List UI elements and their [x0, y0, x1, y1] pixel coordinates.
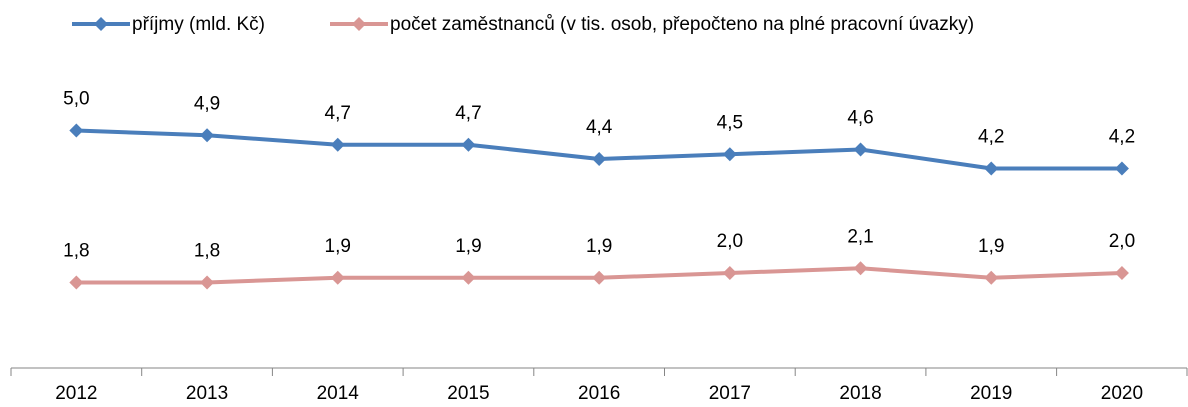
marker [853, 142, 868, 157]
data-label: 1,9 [455, 236, 481, 257]
marker [722, 266, 737, 280]
marker [722, 147, 737, 162]
marker [200, 275, 215, 290]
x-tick-label: 2013 [186, 383, 228, 404]
legend-label: příjmy (mld. Kč) [132, 14, 265, 35]
marker [984, 270, 999, 285]
marker [853, 261, 868, 276]
marker [461, 137, 476, 152]
x-tick-label: 2017 [709, 383, 751, 404]
x-tick-label: 2020 [1101, 383, 1143, 404]
marker [200, 128, 215, 143]
marker [984, 161, 999, 176]
x-tick-label: 2015 [447, 383, 489, 404]
data-label: 4,7 [325, 103, 351, 124]
data-label: 4,9 [194, 93, 220, 114]
marker [352, 17, 366, 31]
marker [461, 270, 476, 285]
data-label: 2,1 [847, 226, 873, 247]
data-label: 4,5 [717, 112, 743, 133]
marker [69, 275, 84, 290]
marker [330, 137, 345, 152]
marker [69, 123, 84, 138]
marker [592, 270, 607, 285]
data-label: 4,2 [1109, 127, 1135, 148]
marker [1114, 161, 1129, 176]
x-tick-label: 2014 [317, 383, 360, 404]
data-label: 4,6 [847, 108, 873, 129]
x-tick-label: 2012 [55, 383, 97, 404]
data-label: 4,2 [978, 127, 1004, 148]
marker [94, 17, 108, 31]
marker [592, 152, 607, 166]
data-label: 2,0 [1109, 231, 1135, 252]
x-tick-label: 2016 [578, 383, 620, 404]
data-label: 4,7 [455, 103, 481, 124]
data-label: 1,8 [63, 241, 89, 262]
marker [1114, 266, 1129, 280]
x-tick-label: 2019 [970, 383, 1012, 404]
data-label: 5,0 [63, 89, 89, 110]
data-label: 4,4 [586, 117, 613, 138]
data-label: 1,8 [194, 241, 220, 262]
data-label: 1,9 [586, 236, 612, 257]
legend-label: počet zaměstnanců (v tis. osob, přepočte… [390, 14, 974, 35]
data-label: 1,9 [978, 236, 1004, 257]
marker [330, 270, 345, 285]
x-tick-label: 2018 [839, 383, 881, 404]
data-label: 2,0 [717, 231, 743, 252]
data-label: 1,9 [325, 236, 351, 257]
